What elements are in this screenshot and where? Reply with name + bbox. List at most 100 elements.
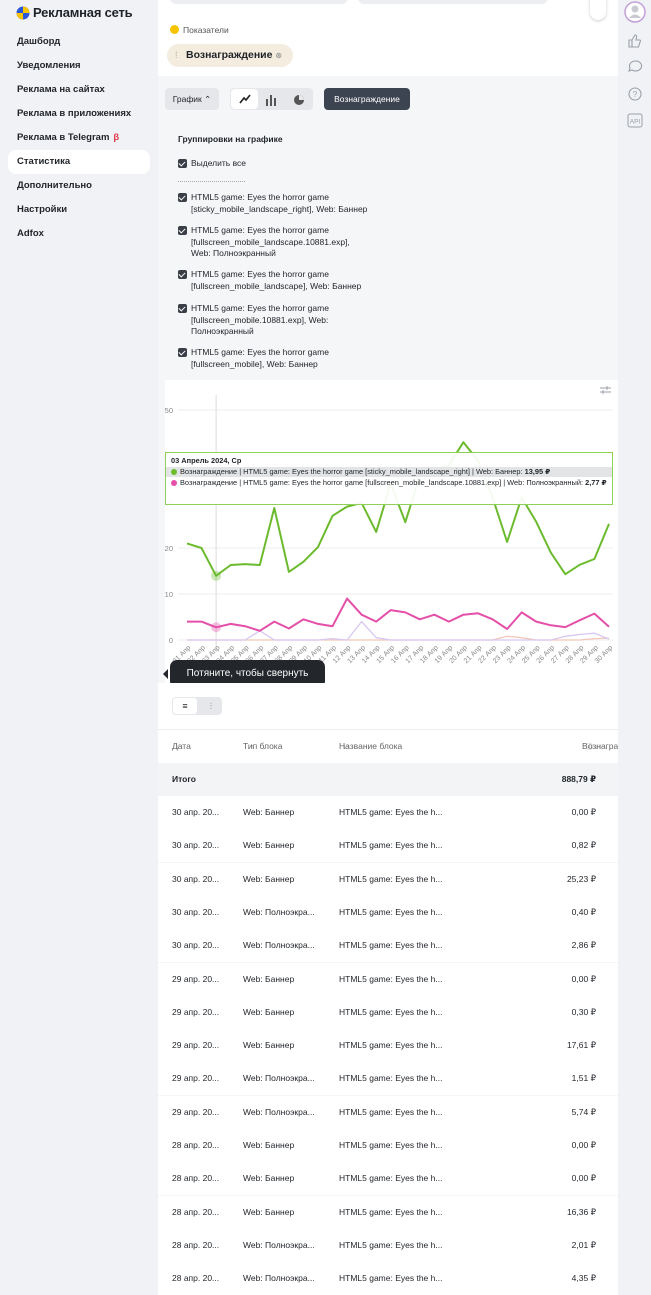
column-header[interactable]: Дата ↓↑: [172, 730, 191, 764]
flat-view-button[interactable]: ≡: [173, 698, 197, 714]
tree-view-button[interactable]: ⫶: [209, 701, 213, 711]
menu-item-text: Реклама на сайтах: [17, 84, 105, 95]
add-icon[interactable]: [170, 25, 179, 34]
column-header[interactable]: Вознаграждение ⓘ ↓↑: [582, 730, 648, 764]
beta-badge: β: [113, 132, 120, 143]
table-cell: HTML5 game: Eyes the h...: [339, 1206, 443, 1217]
table-cell: HTML5 game: Eyes the h...: [339, 1073, 443, 1084]
series-line: [187, 597, 610, 632]
table-cell: 30 апр. 20...: [172, 940, 220, 951]
menu-item-text: Реклама в приложениях: [17, 108, 132, 119]
table-cell: 0,30 ₽: [571, 1006, 596, 1017]
table-cell: 25,23 ₽: [566, 873, 596, 884]
table-cell: 28 апр. 20...: [172, 1173, 220, 1184]
hint-arrow: [163, 669, 168, 679]
divider: [158, 729, 618, 730]
total-row: Итого 888,79 ₽: [158, 763, 618, 796]
table-cell: 30 апр. 20...: [172, 873, 220, 884]
sidebar: Рекламная сеть Дашборд Уведомления Реклама…: [0, 0, 158, 1280]
sort-icon: ↓↑: [176, 744, 183, 751]
drag-handle[interactable]: ⁞: [175, 50, 178, 60]
tooltip-line: Вознаграждение | HTML5 game: Eyes the ho…: [166, 467, 612, 477]
table-row: 28 апр. 20... Web: Баннер HTML5 game: Eyes…: [158, 1195, 618, 1229]
chip-close[interactable]: ⊗: [275, 51, 283, 60]
line-type-button[interactable]: [231, 89, 258, 109]
chat-icon[interactable]: [628, 60, 643, 72]
line-icon: [238, 94, 251, 104]
grouping-text: HTML5 game: Eyes the horror game [fullsc…: [191, 303, 329, 336]
grouping-item[interactable]: HTML5 game: Eyes the horror game [fullsc…: [178, 303, 368, 338]
table-cell: 28 апр. 20...: [172, 1140, 220, 1150]
grouping-item[interactable]: HTML5 game: Eyes the horror game [fullsc…: [178, 347, 368, 370]
menu-item[interactable]: Реклама на сайтах: [8, 78, 150, 102]
table-row: 30 апр. 20... Web: Полноэкра... HTML5 game…: [158, 895, 618, 929]
bar-type-button[interactable]: [265, 93, 277, 111]
column-header[interactable]: Название блока ↓↑: [339, 730, 402, 764]
column-header[interactable]: Тип блока ↓↑: [243, 730, 282, 764]
table-cell: HTML5 game: Eyes the h...: [339, 906, 443, 917]
column-title: Тип блока: [243, 741, 283, 751]
column-title: Название блока: [339, 741, 403, 751]
table-row: 30 апр. 20... Web: Баннер HTML5 game: Eyes…: [158, 796, 618, 829]
table-cell: Web: Баннер: [243, 807, 295, 817]
table-cell: Web: Баннер: [243, 1040, 295, 1051]
tooltip-label: Вознаграждение | HTML5 game: Eyes the ho…: [180, 467, 523, 476]
select-all[interactable]: Выделить все: [178, 158, 368, 170]
menu-item[interactable]: Реклама в приложениях: [8, 102, 150, 126]
table-cell: 5,74 ₽: [571, 1106, 596, 1117]
table-cell: HTML5 game: Eyes the h...: [339, 1106, 443, 1117]
table-header-card: [158, 683, 618, 763]
table-cell: 29 апр. 20...: [172, 1040, 220, 1051]
grouping-item[interactable]: HTML5 game: Eyes the horror game [fullsc…: [178, 225, 368, 260]
grouping-item[interactable]: HTML5 game: Eyes the horror game [sticky…: [178, 192, 368, 215]
menu-item[interactable]: Дашборд: [8, 30, 150, 54]
table-row: 28 апр. 20... Web: Баннер HTML5 game: Eyes…: [158, 1129, 618, 1162]
checkbox[interactable]: [178, 193, 187, 202]
help-icon[interactable]: [628, 87, 642, 101]
menu-item[interactable]: Настройки: [8, 198, 150, 222]
menu-item[interactable]: Adfox: [8, 222, 150, 246]
table-cell: 17,61 ₽: [566, 1040, 596, 1051]
grouping-item[interactable]: HTML5 game: Eyes the horror game [fullsc…: [178, 269, 368, 292]
groupings-title: Группировки на графике: [178, 134, 283, 144]
right-rail: ? API: [618, 0, 651, 1280]
table-cell: 0,00 ₽: [571, 973, 596, 984]
menu-item[interactable]: Уведомления: [8, 54, 150, 78]
table-row: 30 апр. 20... Web: Баннер HTML5 game: Eyes…: [158, 862, 618, 896]
table-cell: 0,00 ₽: [571, 1173, 596, 1184]
sort-icon: ↓↑: [343, 744, 350, 751]
column-title: Дата: [172, 741, 191, 751]
table-row: 30 апр. 20... Web: Баннер HTML5 game: Eyes…: [158, 829, 618, 863]
metric-chip[interactable]: Вознаграждение ⊗: [167, 44, 293, 67]
table-row: 29 апр. 20... Web: Баннер HTML5 game: Eyes…: [158, 962, 618, 996]
hover-point: [211, 622, 222, 633]
metric-button[interactable]: Вознаграждение: [324, 88, 410, 110]
table-cell: 4,35 ₽: [571, 1273, 596, 1284]
hover-point: [211, 570, 222, 581]
menu-item-text: Настройки: [17, 204, 68, 215]
pie-type-button[interactable]: [293, 93, 305, 111]
menu-item[interactable]: Статистика: [8, 150, 150, 174]
menu-item[interactable]: Дополнительно: [8, 174, 150, 198]
table-row: 28 апр. 20... Web: Баннер HTML5 game: Eyes…: [158, 1162, 618, 1196]
scroll-button[interactable]: [590, 0, 606, 20]
table-row: 29 апр. 20... Web: Полноэкра... HTML5 game…: [158, 1062, 618, 1096]
checkbox[interactable]: [178, 348, 187, 357]
chart-button[interactable]: График ⌃: [165, 88, 219, 110]
avatar-head: [631, 5, 639, 13]
chart-settings[interactable]: [600, 386, 611, 394]
table-cell: Web: Полноэкра...: [243, 940, 315, 951]
table-cell: 30 апр. 20...: [172, 906, 220, 917]
api-icon[interactable]: [627, 113, 643, 128]
feedback-icon[interactable]: [628, 34, 642, 48]
menu-item[interactable]: Реклама в Telegram β: [8, 126, 150, 150]
checkbox[interactable]: [178, 159, 187, 168]
checkbox[interactable]: [178, 270, 187, 279]
checkbox[interactable]: [178, 304, 187, 313]
metrics-label: Показатели: [183, 25, 229, 35]
menu-item-text: Статистика: [17, 156, 71, 167]
table-cell: 0,00 ₽: [571, 807, 596, 817]
checkbox[interactable]: [178, 226, 187, 235]
table-cell: Web: Полноэкра...: [243, 1106, 315, 1117]
